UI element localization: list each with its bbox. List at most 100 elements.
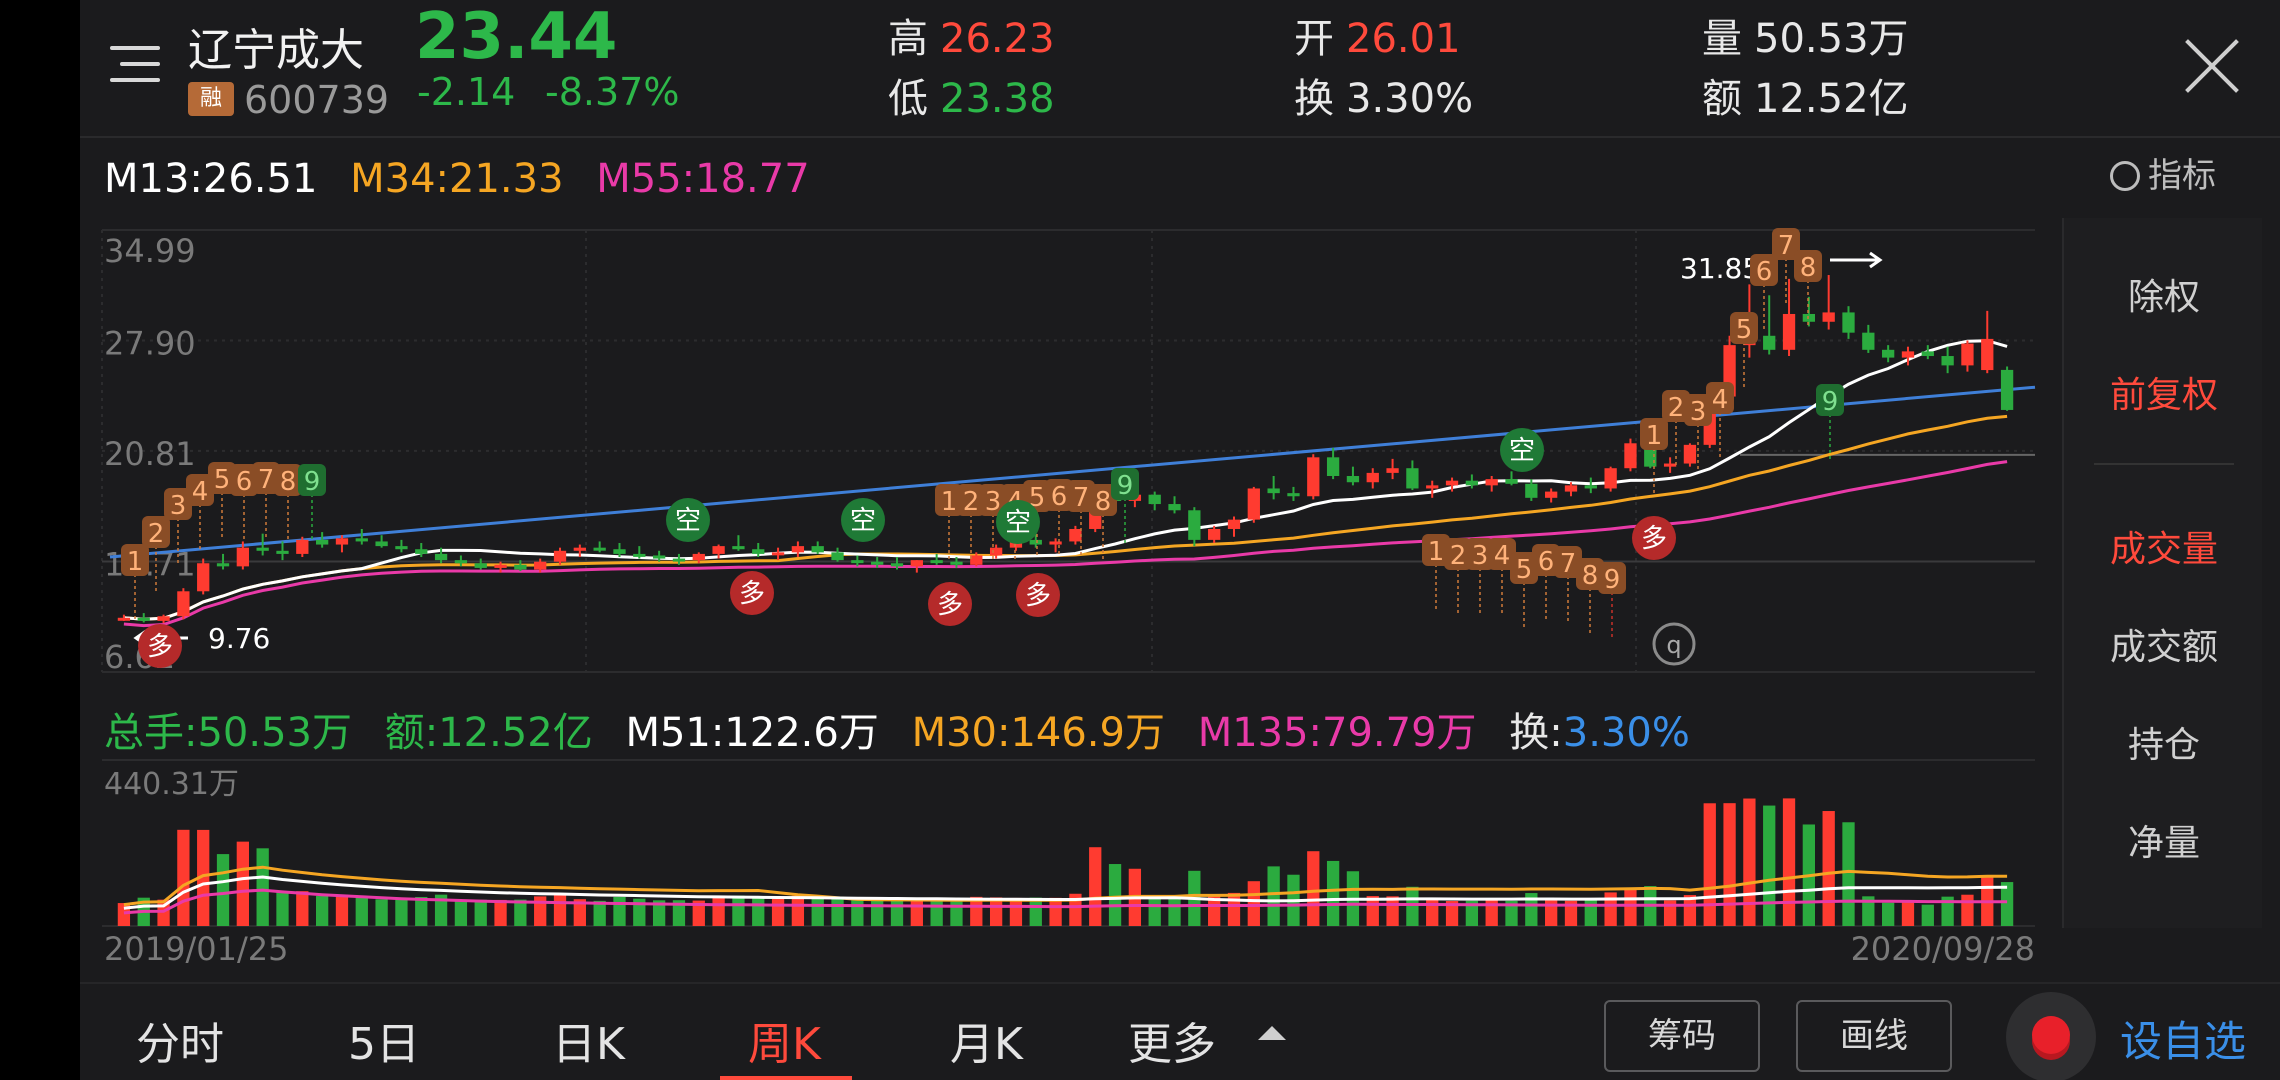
candle-body <box>1782 313 1796 350</box>
add-to-watchlist-button[interactable]: 设自选 <box>2120 1017 2247 1066</box>
volume-bar <box>831 896 844 926</box>
volume-bar <box>1901 901 1915 926</box>
volume-bar <box>1009 897 1023 926</box>
tab-intraday[interactable]: 分时 <box>136 1019 224 1070</box>
volume-bar <box>216 854 230 926</box>
tab-daily-k[interactable]: 日K <box>552 1019 625 1070</box>
draw-line-button[interactable]: 画线 <box>1796 1000 1952 1072</box>
side-item-ex-rights[interactable]: 除权 <box>2127 277 2200 318</box>
tab-5day[interactable]: 5日 <box>348 1019 420 1070</box>
total-volume: 总手:50.53万 <box>104 710 352 756</box>
td-count-marker: 8 <box>280 467 297 497</box>
candle-body <box>1882 349 1895 358</box>
vol-max-tick: 440.31万 <box>104 767 239 802</box>
volume-bar <box>1445 901 1459 926</box>
candle-body <box>335 538 349 545</box>
volume-bar <box>672 900 686 926</box>
volume-bar <box>1782 798 1796 926</box>
ma-legend: M13:26.51 M34:21.33 M55:18.77 <box>104 156 830 202</box>
candle-body <box>1842 312 1855 333</box>
td-count-marker-bg <box>186 474 214 506</box>
candle-body <box>1069 528 1082 542</box>
ma34-value: M34:21.33 <box>350 156 564 202</box>
td-count-marker-bg <box>1576 558 1604 590</box>
buy-signal-icon: 多 <box>1641 524 1667 554</box>
td-count-marker: 5 <box>214 465 231 495</box>
candle-body <box>573 547 586 551</box>
chip-distribution-button[interactable]: 筹码 <box>1604 1000 1760 1072</box>
date-end-label: 2020/09/28 <box>1851 930 2035 968</box>
ma13-line <box>123 339 2008 621</box>
buy-signal-icon-bg <box>1016 573 1060 617</box>
td-count-marker-bg <box>1684 394 1712 426</box>
candle-body <box>1307 457 1320 497</box>
td-count-marker: 9 <box>304 467 321 497</box>
menu-icon[interactable] <box>110 42 164 88</box>
candle-body <box>593 547 606 551</box>
candle-body <box>811 546 824 553</box>
td-count-marker: 3 <box>985 487 1002 517</box>
volume-bar <box>1941 896 1954 926</box>
volume-bar <box>1703 803 1716 926</box>
volume-chart[interactable]: 440.31万 2019/01/25 2020/09/28 <box>80 700 2040 970</box>
margin-badge: 融 <box>188 82 234 116</box>
tab-more[interactable]: 更多 <box>1128 1019 1216 1070</box>
q-marker-label: q <box>1666 631 1681 659</box>
td-count-marker: 6 <box>1756 257 1773 287</box>
high-stat: 高 26.23 <box>888 16 1055 62</box>
record-dot-icon[interactable] <box>2006 992 2096 1080</box>
close-icon[interactable] <box>2182 36 2242 96</box>
vol-m51: M51:122.6万 <box>625 710 879 756</box>
total-amount: 额:12.52亿 <box>384 710 593 756</box>
candle-body <box>970 555 983 565</box>
volume-bar <box>256 848 269 926</box>
candle-body <box>851 560 864 564</box>
chart-options-panel: 除权 前复权 成交量 成交额 持仓 净量 <box>2062 218 2262 928</box>
volume-bar <box>1842 822 1855 926</box>
side-item-volume[interactable]: 成交量 <box>2109 529 2218 570</box>
candle-body <box>296 539 309 554</box>
candle-body <box>1525 483 1538 498</box>
td-count-marker: 5 <box>1736 315 1753 345</box>
candle-body <box>1168 504 1181 511</box>
candle-body <box>712 546 725 554</box>
side-item-net-volume[interactable]: 净量 <box>2127 823 2200 864</box>
vol-turnover: 3.30% <box>1562 710 1690 756</box>
volume-bar <box>276 891 289 926</box>
volume-stat: 量 50.53万 <box>1702 16 1909 62</box>
volume-bar <box>1604 892 1617 926</box>
side-item-amount[interactable]: 成交额 <box>2109 627 2218 668</box>
td-count-marker: 2 <box>1668 393 1685 423</box>
candle-body <box>2000 369 2014 410</box>
td-count-marker-bg <box>1750 254 1778 286</box>
stock-detail-screen: 辽宁成大 融 600739 23.44 -2.14 -8.37% 高 26.23 … <box>80 0 2280 1080</box>
volume-bar <box>1763 805 1776 926</box>
td-count-marker-bg <box>1444 538 1472 570</box>
volume-bar <box>1683 895 1697 926</box>
td-count-marker-bg <box>1598 562 1626 594</box>
caret-up-icon[interactable] <box>1258 1026 1286 1040</box>
volume-bar <box>236 841 249 926</box>
candle-body <box>652 555 666 559</box>
volume-legend: 总手:50.53万 额:12.52亿 M51:122.6万 M30:146.9万… <box>104 700 1710 758</box>
vol-ma51-line <box>123 875 2008 910</box>
td-count-marker-bg <box>935 484 963 516</box>
candle-body <box>890 563 904 567</box>
td-count-marker-bg <box>252 462 280 494</box>
td-count-marker-bg <box>298 464 326 496</box>
tab-weekly-k[interactable]: 周K <box>748 1019 821 1070</box>
volume-bar <box>890 897 904 926</box>
td-count-marker-bg <box>208 462 236 494</box>
tab-monthly-k[interactable]: 月K <box>950 1019 1023 1070</box>
volume-bar <box>434 894 448 926</box>
td-count-marker-bg <box>1772 228 1800 260</box>
candle-body <box>732 546 745 550</box>
side-item-position[interactable]: 持仓 <box>2127 725 2200 766</box>
side-item-forward-adjust[interactable]: 前复权 <box>2109 375 2218 416</box>
indicator-button[interactable]: 指标 <box>2110 148 2216 197</box>
candle-body <box>1921 351 1934 357</box>
td-count-marker: 6 <box>236 467 253 497</box>
td-count-marker-bg <box>230 464 258 496</box>
candle-body <box>553 550 567 562</box>
